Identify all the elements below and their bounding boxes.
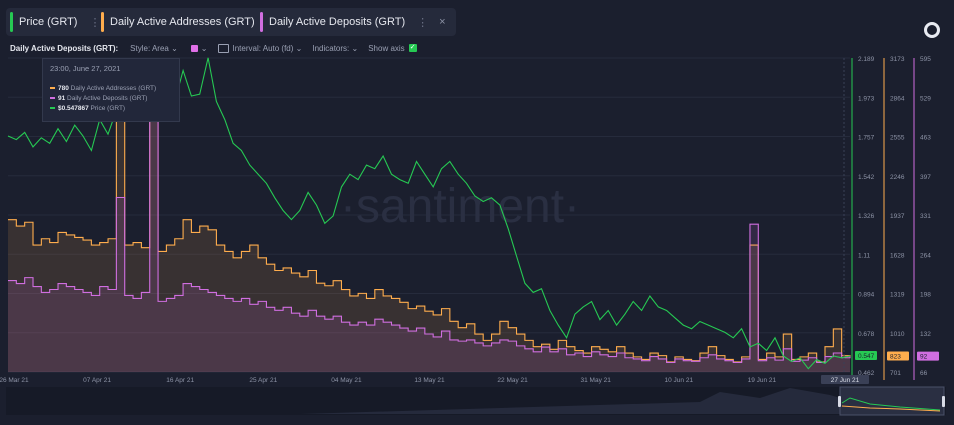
navigator-addresses-line [841, 405, 941, 412]
x-tick-highlight [821, 375, 869, 384]
chart-tooltip: 23:00, June 27, 2021 780 Daily Active Ad… [42, 58, 180, 122]
tooltip-label: Daily Active Addresses (GRT) [70, 85, 157, 92]
current-value-badge-price [855, 351, 877, 360]
x-tick-label: 04 May 21 [331, 377, 362, 384]
x-tick-label: 27 Jun 21 [831, 377, 860, 384]
style-dropdown-label: Style: Area [130, 43, 169, 53]
axis-tick-label-price: 1.542 [858, 174, 875, 181]
tab-addresses-label: Daily Active Addresses (GRT) [110, 16, 255, 28]
series-line-deposits [8, 60, 851, 364]
x-tick-label: 13 May 21 [414, 377, 445, 384]
axis-tick-label-deposits: 595 [920, 56, 931, 63]
current-value-label-price: 0.547 [858, 353, 875, 360]
axis-tick-label-addresses: 2555 [890, 135, 905, 142]
drag-handle-icon[interactable]: ⋮ [89, 16, 102, 29]
current-value-badge-addresses [887, 351, 909, 361]
interval-dropdown[interactable]: Interval: Auto (fd) ⌄ [217, 43, 302, 53]
tooltip-row-price: $0.547867 Price (GRT) [50, 105, 125, 112]
axis-tick-label-deposits: 66 [920, 370, 928, 377]
axis-tick-label-addresses: 2864 [890, 95, 905, 102]
show-axis-toggle[interactable]: Show axis ✓ [368, 43, 417, 53]
axis-tick-label-deposits: 132 [920, 331, 931, 338]
navigator-price-line [841, 397, 941, 411]
x-tick-label: 10 Jun 21 [665, 377, 694, 384]
show-axis-label: Show axis [368, 43, 405, 53]
tooltip-date: 23:00, June 27, 2021 [50, 64, 121, 73]
axis-tick-label-addresses: 2246 [890, 174, 905, 181]
x-tick-label: 26 Mar 21 [0, 377, 29, 384]
drag-handle-icon[interactable]: ⋮ [417, 16, 430, 29]
navigator-area [6, 388, 840, 414]
deposits-legend-dash [50, 97, 55, 100]
x-tick-label: 25 Apr 21 [249, 377, 277, 384]
x-tick-label: 31 May 21 [581, 377, 612, 384]
price-color-marker [10, 12, 13, 32]
tooltip-row-deposits: 91 Daily Active Deposits (GRT) [50, 95, 147, 102]
axis-tick-label-price: 0.678 [858, 331, 875, 338]
axis-tick-label-price: 0.894 [858, 292, 875, 299]
axis-tick-label-deposits: 529 [920, 95, 931, 102]
metric-settings-toolbar: Daily Active Deposits (GRT): Style: Area… [10, 41, 427, 55]
current-value-label-addresses: 823 [890, 354, 901, 361]
addresses-color-marker [101, 12, 104, 32]
current-value-badge-deposits [917, 351, 939, 361]
price-legend-dash [50, 107, 55, 110]
indicators-label: Indicators: [312, 43, 350, 53]
axis-tick-label-deposits: 397 [920, 174, 931, 181]
calendar-icon [217, 43, 229, 53]
series-area-deposits [8, 60, 850, 372]
axis-tick-label-deposits: 198 [920, 292, 931, 299]
interval-dropdown-label: Interval: Auto (fd) [232, 43, 294, 53]
tab-daily-active-deposits[interactable]: Daily Active Deposits (GRT) ⋮ × [256, 8, 456, 36]
x-tick-label: 16 Apr 21 [166, 377, 194, 384]
navigator-left-handle [838, 396, 841, 407]
tooltip-value: $0.547867 [58, 105, 89, 112]
axis-tick-label-price: 0.462 [858, 370, 875, 377]
x-tick-label: 07 Apr 21 [83, 377, 111, 384]
tooltip-label: Daily Active Deposits (GRT) [67, 95, 148, 102]
deposits-color-marker [260, 12, 263, 32]
axis-tick-label-deposits: 331 [920, 213, 931, 220]
navigator-right-handle [942, 396, 945, 407]
addresses-legend-dash [50, 87, 55, 90]
checkbox-checked-icon[interactable]: ✓ [408, 44, 417, 52]
axis-tick-label-addresses: 1319 [890, 292, 905, 299]
axis-tick-label-addresses: 3173 [890, 56, 905, 63]
axis-tick-label-price: 1.973 [858, 95, 875, 102]
x-tick-label: 19 Jun 21 [748, 377, 777, 384]
color-swatch-icon [190, 44, 198, 52]
axis-tick-label-deposits: 264 [920, 252, 931, 259]
style-dropdown[interactable]: Style: Area ⌄ [130, 43, 178, 53]
axis-tick-label-price: 2.189 [858, 56, 875, 63]
axis-tick-label-addresses: 1937 [890, 213, 905, 220]
axis-tick-label-addresses: 701 [890, 370, 901, 377]
axis-tick-label-addresses: 1628 [890, 252, 905, 259]
x-tick-label: 22 May 21 [497, 377, 528, 384]
tooltip-value: 91 [58, 95, 66, 102]
current-value-label-deposits: 92 [920, 354, 928, 361]
axis-tick-label-price: 1.11 [858, 252, 871, 259]
tooltip-value: 780 [58, 85, 69, 92]
axis-tick-label-price: 1.757 [858, 135, 875, 142]
metric-tab-bar: Price (GRT) ⋮ × Daily Active Addresses (… [0, 8, 954, 38]
indicators-dropdown[interactable]: Indicators: ⌄ [312, 43, 359, 53]
axis-tick-label-addresses: 1010 [890, 331, 905, 338]
tooltip-label: Price (GRT) [90, 105, 126, 112]
settings-toggle-icon[interactable] [924, 22, 940, 38]
axis-tick-label-deposits: 463 [920, 135, 931, 142]
close-icon[interactable]: × [439, 16, 446, 28]
active-metric-label: Daily Active Deposits (GRT): [10, 43, 119, 53]
axis-tick-label-price: 1.326 [858, 213, 875, 220]
watermark: ·santiment· [340, 180, 580, 233]
tooltip-row-addresses: 780 Daily Active Addresses (GRT) [50, 85, 156, 92]
color-picker[interactable]: ⌄ [188, 44, 208, 53]
tab-deposits-label: Daily Active Deposits (GRT) [269, 16, 406, 28]
tab-price-label: Price (GRT) [19, 16, 78, 28]
